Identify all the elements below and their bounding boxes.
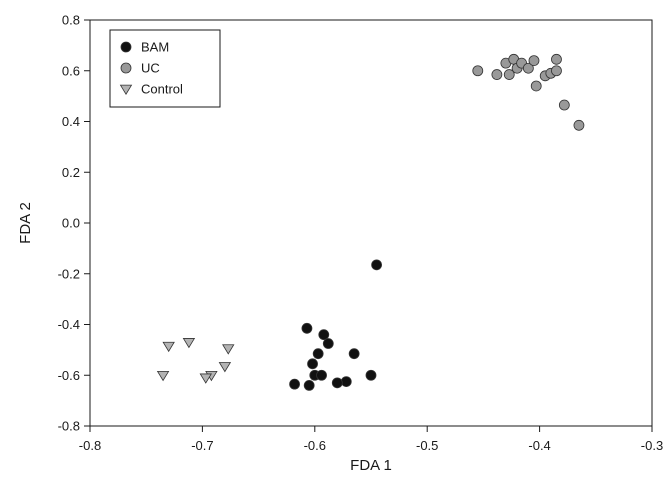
point-control [218, 362, 232, 373]
point-control [222, 344, 235, 355]
y-tick-label: -0.8 [58, 419, 80, 434]
point-control [156, 370, 170, 382]
y-tick-label: -0.6 [58, 368, 80, 383]
point-uc [491, 69, 503, 80]
point-bam [307, 358, 318, 370]
point-uc [551, 53, 562, 65]
tick-labels: -0.8 -0.7 -0.6 -0.5 -0.4 -0.3 -0.8 -0.6 -0.4 -0.2… [58, 13, 664, 454]
point-control [162, 341, 175, 353]
point-bam [322, 338, 334, 349]
y-tick-label: 0.4 [62, 114, 80, 129]
point-bam [289, 378, 300, 390]
y-tick-label: 0.8 [62, 13, 80, 28]
point-bam [365, 369, 377, 381]
x-tick-label: -0.3 [641, 438, 663, 453]
point-control [182, 338, 196, 349]
point-uc [528, 55, 540, 66]
x-tick-label: -0.4 [528, 438, 550, 453]
point-bam [312, 348, 324, 360]
data-points [156, 53, 585, 391]
y-tick-label: -0.4 [58, 317, 80, 332]
point-bam [301, 322, 313, 334]
plot-frame [89, 19, 653, 427]
legend-marker-bam [120, 41, 132, 53]
legend-marker-control [119, 84, 133, 95]
legend-label-bam: BAM [141, 40, 169, 55]
point-bam [316, 369, 327, 381]
point-uc [530, 80, 542, 92]
point-uc [558, 99, 570, 111]
legend-label-control: Control [141, 82, 183, 97]
legend: BAM UC Control [109, 29, 221, 108]
legend-label-uc: UC [141, 61, 160, 76]
x-tick-label: -0.8 [79, 438, 101, 453]
legend-marker-uc [120, 62, 132, 74]
point-control [199, 373, 212, 384]
point-bam [303, 379, 315, 391]
point-uc [551, 65, 562, 77]
point-bam [371, 259, 383, 271]
x-tick-label: -0.7 [191, 438, 213, 453]
point-uc [522, 62, 534, 74]
y-tick-label: 0.6 [62, 63, 80, 78]
point-uc [503, 69, 515, 80]
point-bam [318, 329, 330, 341]
y-tick-label: -0.2 [58, 266, 80, 281]
point-uc [573, 119, 585, 131]
y-tick-label: 0.0 [62, 216, 80, 231]
y-axis-label: FDA 2 [17, 202, 34, 244]
point-bam [348, 348, 360, 360]
x-tick-label: -0.5 [416, 438, 438, 453]
point-bam [331, 377, 343, 389]
x-axis-label: FDA 1 [350, 457, 392, 474]
point-uc [472, 65, 484, 77]
x-tick-label: -0.6 [304, 438, 326, 453]
axis-ticks [84, 19, 653, 432]
y-tick-label: 0.2 [62, 165, 80, 180]
point-bam [340, 376, 352, 387]
